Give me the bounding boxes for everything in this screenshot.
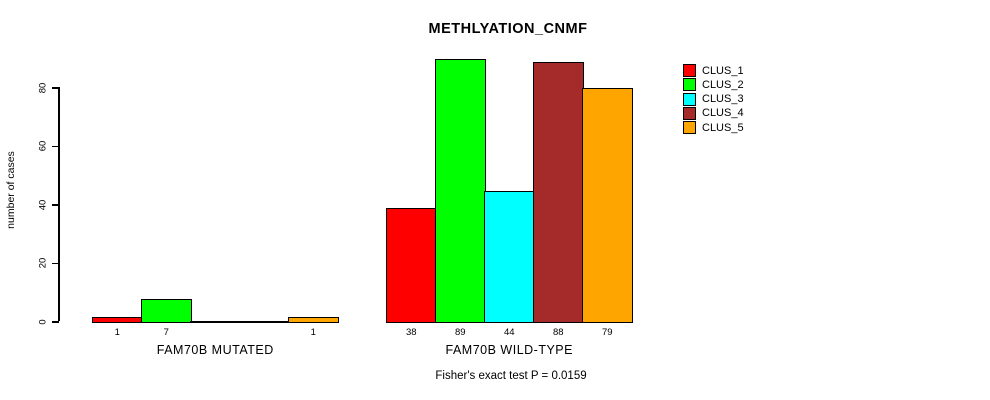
zero-height-bar-clus_3 <box>190 320 241 323</box>
legend-label: CLUS_1 <box>702 64 744 77</box>
bar-value-label: 7 <box>163 327 169 338</box>
y-tick-mark <box>52 87 59 89</box>
zero-height-bar-clus_4 <box>239 320 290 323</box>
bar-value-label: 38 <box>405 327 417 338</box>
legend-label: CLUS_3 <box>702 93 744 106</box>
y-tick-mark <box>52 321 59 323</box>
fisher-test-annotation: Fisher's exact test P = 0.0159 <box>435 370 587 382</box>
bar-value-label: 44 <box>503 327 515 338</box>
y-tick-label: 0 <box>37 319 49 325</box>
legend-item-clus_4: CLUS_4 <box>683 106 744 120</box>
legend-item-clus_2: CLUS_2 <box>683 78 744 92</box>
bar-clus_5-wildtype <box>582 88 633 323</box>
y-tick-label: 60 <box>37 140 49 152</box>
bar-clus_3-wildtype <box>484 190 535 323</box>
bar-clus_4-wildtype <box>533 62 584 323</box>
legend-item-clus_5: CLUS_5 <box>683 121 744 135</box>
group-label-mutated: FAM70B MUTATED <box>156 343 274 357</box>
legend-item-clus_3: CLUS_3 <box>683 92 744 106</box>
bar-clus_5-mutated <box>288 316 339 323</box>
y-tick-label: 20 <box>37 257 49 269</box>
bar-value-label: 1 <box>310 327 316 338</box>
legend-swatch-clus_5 <box>683 121 696 135</box>
y-tick-mark <box>52 262 59 264</box>
bar-value-label: 1 <box>114 327 120 338</box>
bar-value-label: 79 <box>601 327 613 338</box>
group-label-wildtype: FAM70B WILD-TYPE <box>445 343 573 357</box>
legend-swatch-clus_2 <box>683 78 696 92</box>
bar-clus_1-wildtype <box>386 208 437 323</box>
legend-swatch-clus_4 <box>683 106 696 120</box>
bar-clus_2-mutated <box>141 299 192 323</box>
chart-title: METHLYATION_CNMF <box>428 21 588 37</box>
y-axis-title: number of cases <box>5 151 17 229</box>
bar-clus_2-wildtype <box>435 59 486 323</box>
legend-label: CLUS_4 <box>702 107 744 120</box>
y-tick-mark <box>52 204 59 206</box>
legend-swatch-clus_1 <box>683 64 696 77</box>
bar-clus_1-mutated <box>92 316 143 323</box>
y-tick-label: 40 <box>37 199 49 211</box>
y-tick-label: 80 <box>37 82 49 94</box>
legend: CLUS_1 CLUS_2 CLUS_3 CLUS_4 CLUS_5 <box>683 64 744 135</box>
legend-swatch-clus_3 <box>683 92 696 106</box>
legend-label: CLUS_5 <box>702 121 744 134</box>
legend-item-clus_1: CLUS_1 <box>683 64 744 77</box>
bar-value-label: 88 <box>552 327 564 338</box>
bar-value-label: 89 <box>454 327 466 338</box>
legend-label: CLUS_2 <box>702 78 744 91</box>
y-tick-mark <box>52 145 59 147</box>
